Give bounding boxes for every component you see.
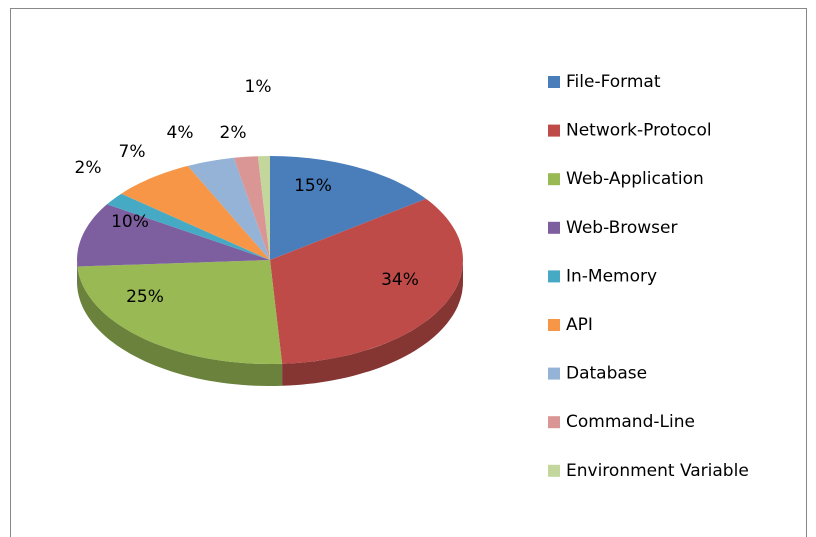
data-label: 4% [167, 123, 194, 143]
slice [270, 198, 463, 364]
data-label: 15% [294, 176, 332, 196]
legend-swatch [548, 173, 560, 186]
slice [257, 156, 270, 260]
data-label: 7% [119, 142, 146, 162]
slice [187, 157, 270, 260]
data-label: 2% [220, 123, 247, 143]
data-label: 2% [75, 158, 102, 178]
legend-swatch [548, 76, 560, 88]
data-label: 34% [381, 270, 419, 290]
legend-swatch [548, 124, 560, 137]
legend-label: Command-Line [566, 412, 695, 432]
legend-label: Web-Browser [566, 218, 677, 238]
slice [77, 204, 270, 267]
legend-swatch [548, 367, 560, 380]
slice [121, 165, 270, 260]
legend-swatch [548, 270, 560, 283]
legend-swatch [548, 416, 560, 429]
legend-label: API [566, 315, 593, 335]
data-label: 1% [245, 77, 272, 97]
legend-swatch [548, 319, 560, 331]
chart-frame [10, 8, 807, 537]
slice-side [282, 260, 463, 386]
legend-label: File-Format [566, 72, 661, 92]
slice [270, 156, 427, 260]
legend-label: Network-Protocol [566, 121, 712, 141]
legend-label: Web-Application [566, 169, 704, 189]
legend-swatch [548, 221, 560, 234]
data-label: 10% [111, 212, 149, 232]
data-label: 25% [126, 287, 164, 307]
slice-side [77, 266, 283, 386]
legend-label: In-Memory [566, 266, 657, 286]
slice [233, 156, 270, 260]
slice [77, 260, 283, 364]
slice [107, 193, 270, 260]
legend-label: Database [566, 364, 647, 384]
legend-swatch [548, 464, 560, 477]
legend-label: Environment Variable [566, 461, 749, 481]
